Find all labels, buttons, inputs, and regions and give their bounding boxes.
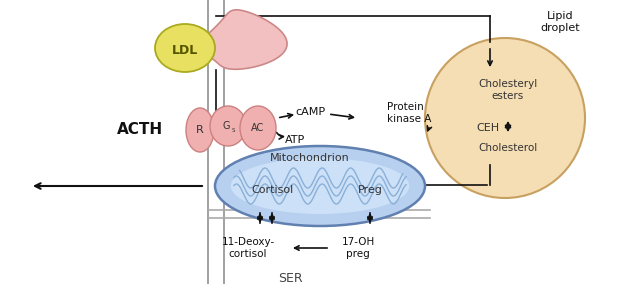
Text: Cholesteryl
esters: Cholesteryl esters xyxy=(478,79,538,101)
Text: ACTH: ACTH xyxy=(117,122,163,137)
Text: Lipid
droplet: Lipid droplet xyxy=(540,11,580,33)
Text: S: S xyxy=(231,128,235,133)
Text: ATP: ATP xyxy=(285,135,305,145)
Ellipse shape xyxy=(215,146,425,226)
Text: Cholesterol: Cholesterol xyxy=(478,143,538,153)
Text: CEH: CEH xyxy=(476,123,499,133)
Ellipse shape xyxy=(186,108,214,152)
Text: LDL: LDL xyxy=(172,43,198,57)
Ellipse shape xyxy=(240,106,276,150)
Text: 11-Deoxy-
cortisol: 11-Deoxy- cortisol xyxy=(221,237,274,259)
Text: AC: AC xyxy=(251,123,264,133)
Text: SER: SER xyxy=(278,272,302,284)
Ellipse shape xyxy=(210,106,246,146)
Text: Protein
kinase A: Protein kinase A xyxy=(387,102,431,124)
Text: cAMP: cAMP xyxy=(295,107,325,117)
Text: 17-OH
preg: 17-OH preg xyxy=(341,237,374,259)
Text: R: R xyxy=(196,125,204,135)
Ellipse shape xyxy=(155,24,215,72)
Ellipse shape xyxy=(231,158,409,214)
Text: G: G xyxy=(222,121,230,131)
Text: Cortisol: Cortisol xyxy=(251,185,293,195)
Text: Preg: Preg xyxy=(357,185,382,195)
Ellipse shape xyxy=(425,38,585,198)
Polygon shape xyxy=(199,10,287,69)
Text: Mitochondrion: Mitochondrion xyxy=(270,153,350,163)
